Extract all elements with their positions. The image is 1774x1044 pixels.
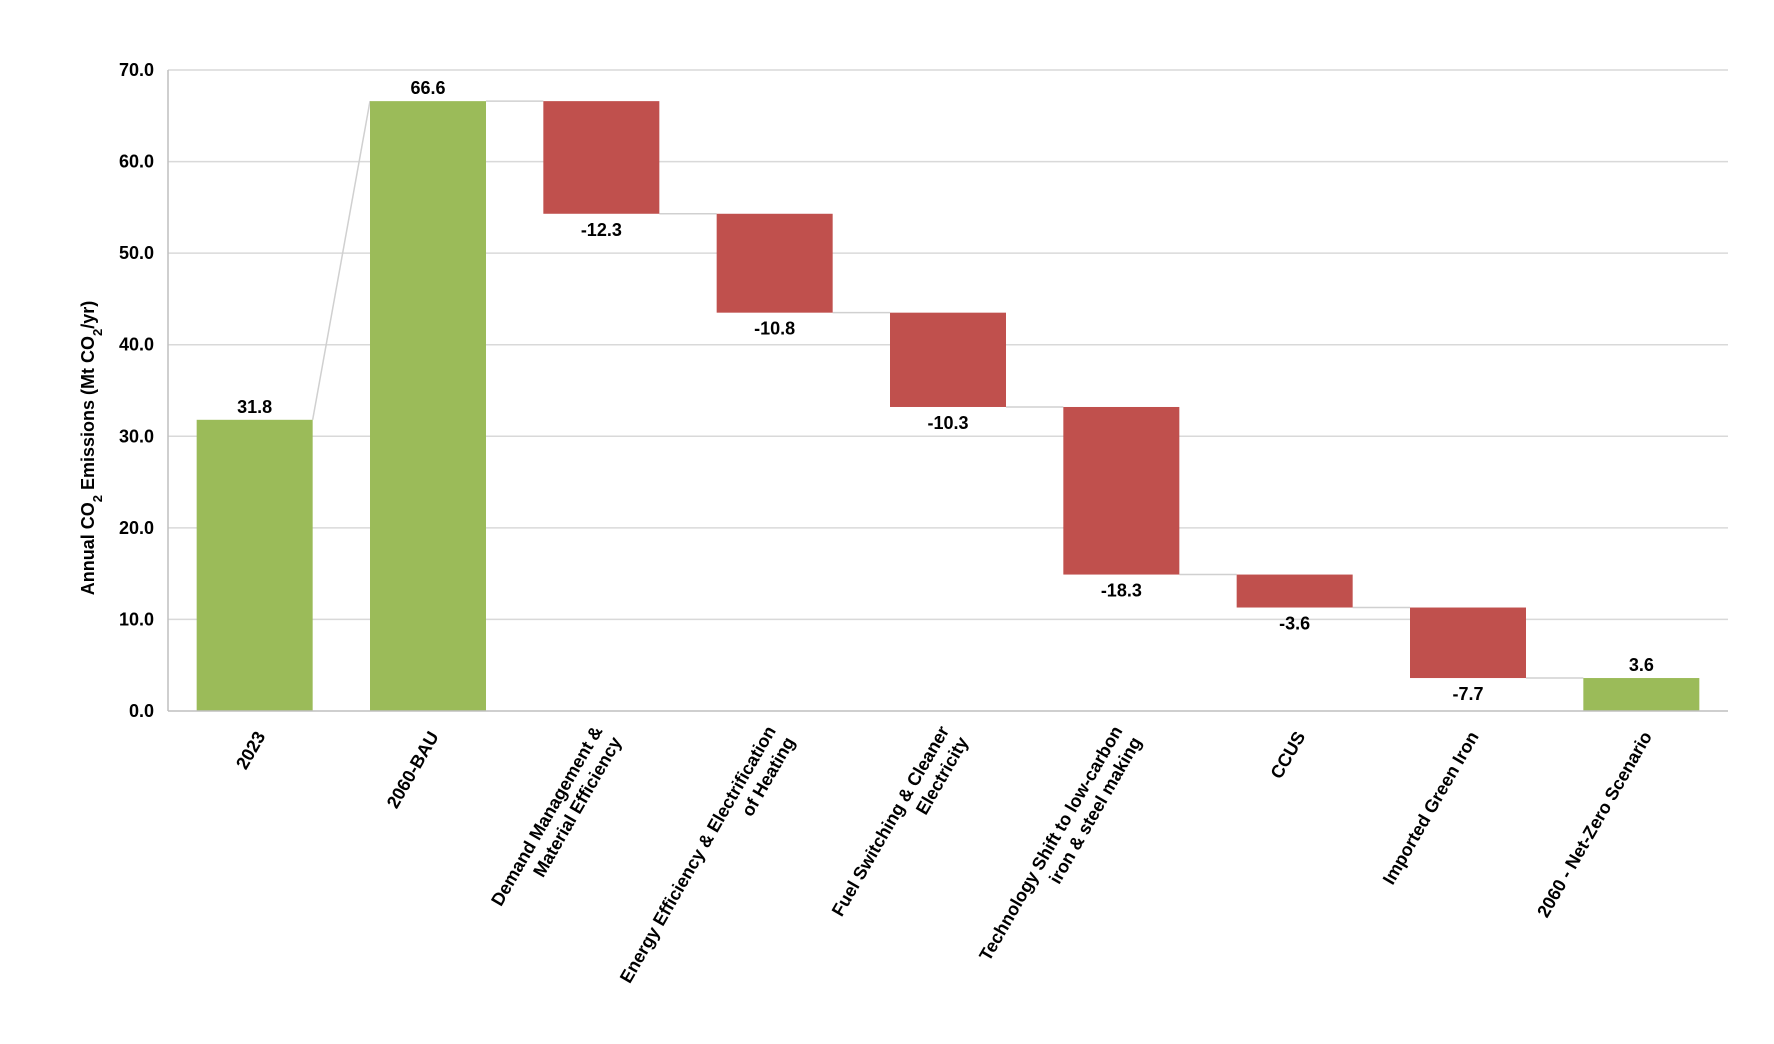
bar xyxy=(1410,607,1526,679)
connector-line xyxy=(311,101,371,420)
bar xyxy=(196,419,313,711)
data-label: 66.6 xyxy=(410,78,445,98)
data-label: -10.8 xyxy=(754,319,795,339)
y-tick-label: 60.0 xyxy=(119,152,154,172)
y-tick-label: 20.0 xyxy=(119,518,154,538)
y-tick-label: 50.0 xyxy=(119,243,154,263)
bar xyxy=(890,312,1006,407)
category-labels: 2023 2060-BAU Demand Management &Material … xyxy=(232,723,1656,998)
category-label: 2060-BAU xyxy=(383,728,443,812)
y-tick-label: 0.0 xyxy=(129,701,154,721)
category-label: Energy Efficiency & Electrificationof He… xyxy=(616,723,799,998)
connectors xyxy=(311,100,1584,679)
data-label: -18.3 xyxy=(1101,581,1142,601)
y-tick-labels: 0.0 10.0 20.0 30.0 40.0 50.0 60.0 70.0 xyxy=(119,60,154,721)
category-label: Fuel Switching & CleanerElectricity xyxy=(828,723,972,931)
axes xyxy=(167,70,1728,712)
y-tick-label: 10.0 xyxy=(119,609,154,629)
data-label: -10.3 xyxy=(927,413,968,433)
bars xyxy=(196,101,1700,712)
y-tick-label: 70.0 xyxy=(119,60,154,80)
bar xyxy=(1583,678,1700,711)
category-label: 2060 - Net-Zero Scenario xyxy=(1533,728,1656,921)
category-label: 2023 xyxy=(232,728,269,773)
data-label: 3.6 xyxy=(1629,655,1654,675)
category-label: CCUS xyxy=(1266,728,1309,782)
bar xyxy=(1063,406,1180,575)
y-axis-title: Annual CO2 Emissions (Mt CO2/yr) xyxy=(78,301,105,596)
y-tick-label: 40.0 xyxy=(119,335,154,355)
y-tick-label: 30.0 xyxy=(119,426,154,446)
bar xyxy=(543,101,660,214)
data-label: -7.7 xyxy=(1452,684,1483,704)
data-label: -12.3 xyxy=(581,220,622,240)
category-label: Technology Shift to low-carboniron & ste… xyxy=(975,723,1145,976)
bar xyxy=(370,101,486,712)
bar xyxy=(716,213,833,313)
data-label: 31.8 xyxy=(237,397,272,417)
category-label: Imported Green Iron xyxy=(1379,728,1483,888)
bar xyxy=(1236,574,1353,608)
data-label: -3.6 xyxy=(1279,614,1310,634)
data-labels: 31.8 66.6 -12.3 -10.8 -10.3 -18.3 -3.6 -7.7 3.6 xyxy=(237,78,1654,704)
category-label: Demand Management &Material Efficiency xyxy=(487,723,625,921)
